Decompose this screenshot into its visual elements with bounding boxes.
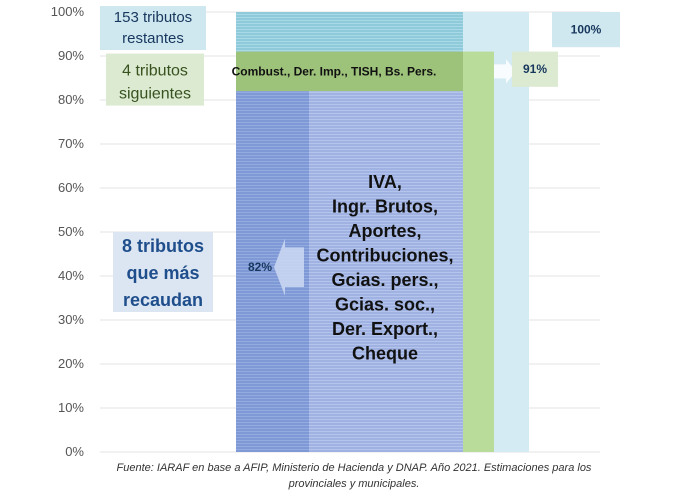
segment-top8-text-line: Cheque — [352, 344, 418, 364]
segment-siguientes-text: Combust., Der. Imp., TISH, Bs. Pers. — [232, 64, 437, 78]
segment-top8-text-line: Der. Export., — [332, 319, 438, 339]
source-note: Fuente: IARAF en base a AFIP, Ministerio… — [54, 460, 654, 492]
arrow-to-100 — [530, 17, 552, 42]
y-tick-label: 0% — [65, 444, 84, 459]
legend-text-top8: que más — [126, 263, 199, 283]
legend-text-top8: recaudan — [123, 290, 203, 310]
segment-top8-text-line: IVA, — [368, 172, 402, 192]
segment-top8-text-line: Contribuciones, — [316, 246, 453, 266]
y-tick-label: 60% — [58, 180, 84, 195]
y-tick-label: 20% — [58, 356, 84, 371]
legend-box-siguientes — [106, 53, 204, 106]
segment-top8-text-line: Gcias. soc., — [335, 295, 435, 315]
y-tick-label: 100% — [51, 4, 85, 19]
y-tick-label: 70% — [58, 136, 84, 151]
segment-top8-text-line: Aportes, — [348, 221, 421, 241]
y-tick-label: 10% — [58, 400, 84, 415]
legend-text-siguientes: siguientes — [119, 86, 191, 103]
legend-box-restantes — [100, 6, 206, 50]
y-tick-label: 80% — [58, 92, 84, 107]
cumulative-label-box-91 — [512, 51, 558, 87]
legend-text-siguientes: 4 tributos — [122, 63, 188, 80]
segment-top8-text-line: Ingr. Brutos, — [332, 197, 438, 217]
y-tick-label: 30% — [58, 312, 84, 327]
arrow-to-91 — [494, 59, 516, 84]
legend-text-top8: 8 tributos — [122, 236, 204, 256]
arrow-82 — [274, 238, 304, 296]
cumulative-label-box-100 — [552, 12, 620, 48]
cumulative-label-100: 100% — [571, 23, 602, 37]
bar-segment-siguientes — [236, 51, 463, 92]
segment-top8-text-line: Gcias. pers., — [331, 270, 438, 290]
y-tick-label: 50% — [58, 224, 84, 239]
bar-cumulative-91 — [463, 51, 494, 452]
legend-text-restantes: 153 tributos — [114, 9, 192, 26]
legend-box-top8 — [113, 232, 213, 312]
source-line-2: provinciales y municipales. — [288, 478, 420, 490]
bar-segment-restantes — [236, 12, 463, 52]
legend-text-restantes: restantes — [122, 30, 184, 47]
source-line-1: Fuente: IARAF en base a AFIP, Ministerio… — [116, 462, 592, 474]
cumulative-label-82: 82% — [248, 260, 272, 274]
cumulative-label-91: 91% — [523, 62, 547, 76]
y-tick-label: 90% — [58, 48, 84, 63]
y-tick-label: 40% — [58, 268, 84, 283]
